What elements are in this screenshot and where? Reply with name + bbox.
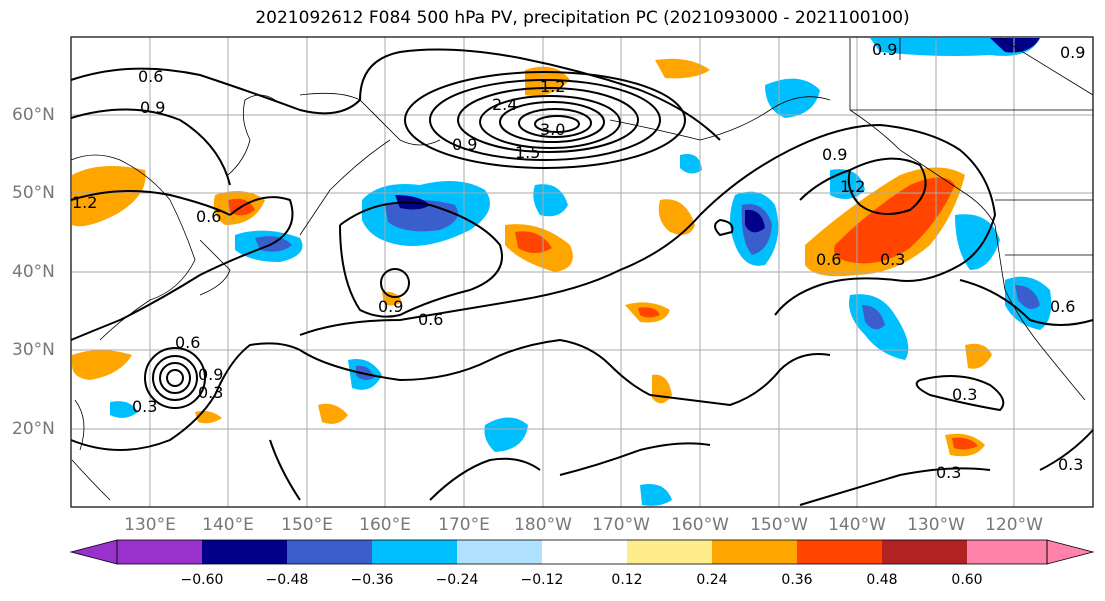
lon-tick-label: 140°W [828, 515, 886, 535]
lat-tick-label: 60°N [12, 105, 55, 125]
contour-label: 0.9 [822, 145, 847, 164]
graticule [71, 37, 1093, 507]
lon-tick-label: 150°W [750, 515, 808, 535]
lon-tick-label: 150°E [281, 515, 333, 535]
colorbar-bin [627, 540, 712, 564]
colorbar-bin [542, 540, 627, 564]
precip-positive-blob [72, 166, 146, 227]
precip-negative-core [1015, 285, 1040, 309]
precip-positive-blob [655, 58, 710, 79]
contour-label: 1.2 [840, 177, 865, 196]
contour-label: 0.3 [880, 250, 905, 269]
contour-label: 0.6 [138, 67, 163, 86]
colorbar-tick-label: −0.24 [435, 572, 479, 588]
lon-tick-label: 140°E [202, 515, 254, 535]
contour-label: 0.3 [132, 397, 157, 416]
colorbar-tick-label: −0.48 [265, 572, 309, 588]
precip-negative-blob [484, 417, 528, 452]
colorbar-tick-label: −0.12 [520, 572, 564, 588]
precip-negative-blob [110, 401, 138, 418]
colorbar-extend-high [1046, 539, 1095, 565]
lon-tick-label: 160°E [359, 515, 411, 535]
colorbar-tick-label: 0.24 [696, 572, 728, 588]
lon-tick-label: 130°W [907, 515, 965, 535]
contour-label: 0.9 [872, 40, 897, 59]
contour-label: 0.9 [140, 98, 165, 117]
lat-tick-label: 40°N [12, 262, 55, 282]
precip-positive-blob [72, 350, 132, 380]
colorbar-bin [882, 540, 967, 564]
colorbar-bin [202, 540, 287, 564]
precip-negative-core [990, 38, 1040, 53]
coastlines [70, 37, 1094, 501]
contour-label: 0.3 [198, 383, 223, 402]
colorbar-bin [372, 540, 457, 564]
contour-label: 0.3 [936, 463, 961, 482]
contour-label: 0.6 [196, 207, 221, 226]
colorbar-tick-label: 0.12 [611, 572, 643, 588]
contour-label: 0.6 [175, 333, 200, 352]
lon-tick-label: 130°E [124, 515, 176, 535]
colorbar-tick-label: 0.36 [781, 572, 813, 588]
precip-negative-blob [830, 169, 865, 199]
contour-label: 1.5 [515, 143, 540, 162]
lat-tick-label: 20°N [12, 419, 55, 439]
colorbar-bin [457, 540, 542, 564]
colorbar-bin [967, 540, 1047, 564]
precip-positive-core [638, 307, 660, 318]
colorbar-frame [116, 539, 1048, 565]
colorbar-bin [797, 540, 882, 564]
colorbar-bin [287, 540, 372, 564]
lon-tick-label: 160°W [671, 515, 729, 535]
map-title: 2021092612 F084 500 hPa PV, precipitatio… [255, 8, 910, 28]
contour-label: 0.6 [418, 310, 443, 329]
precip-negative-blob [680, 154, 702, 174]
contour-label: 0.9 [198, 365, 223, 384]
precip-negative-blob [533, 184, 568, 217]
precip-negative-blob [955, 214, 1000, 270]
contour-label: 1.2 [72, 193, 97, 212]
contour-label: 0.3 [1058, 455, 1083, 474]
precip-negative-core [862, 305, 885, 330]
lon-tick-label: 170°E [438, 515, 490, 535]
colorbar-tick-label: 0.60 [951, 572, 983, 588]
lat-tick-label: 50°N [12, 183, 55, 203]
contour-label: 2.4 [492, 95, 517, 114]
lon-tick-label: 180°W [514, 515, 572, 535]
colorbar-extend-low [69, 539, 118, 565]
precip-positive-core [834, 177, 955, 264]
precip-positive-blob [658, 199, 695, 235]
contour-label-layer: 0.6 0.9 1.2 0.6 0.9 0.9 1.5 3.0 2.4 1.2 … [72, 40, 1085, 482]
precip-positive [72, 58, 992, 457]
colorbar-tick-label: −0.36 [350, 572, 394, 588]
lon-tick-label: 120°W [985, 515, 1043, 535]
precip-negative-core [745, 209, 765, 233]
contour-label: 0.9 [452, 135, 477, 154]
contour-label: 1.2 [540, 77, 565, 96]
precip-positive-blob [318, 403, 348, 424]
colorbar-tick-label: −0.60 [180, 572, 224, 588]
map-frame [70, 36, 1094, 508]
contour-label: 0.6 [816, 250, 841, 269]
precip-negative-blob [640, 484, 672, 506]
precip-positive-blob [652, 374, 672, 404]
lat-tick-label: 30°N [12, 340, 55, 360]
precip-positive-core [952, 437, 978, 450]
contour-label: 0.6 [1050, 297, 1075, 316]
pv-contours [70, 48, 1094, 506]
contour-label: 0.3 [952, 385, 977, 404]
precip-negative-blob [765, 78, 820, 118]
colorbar [69, 539, 1095, 565]
colorbar-bin [712, 540, 797, 564]
lon-tick-label: 170°W [592, 515, 650, 535]
contour-label: 0.9 [1060, 43, 1085, 62]
colorbar-tick-label: 0.48 [866, 572, 898, 588]
precip-positive-blob [965, 343, 992, 369]
contour-label: 3.0 [540, 120, 565, 139]
colorbar-bin [117, 540, 202, 564]
contour-label: 0.9 [378, 297, 403, 316]
